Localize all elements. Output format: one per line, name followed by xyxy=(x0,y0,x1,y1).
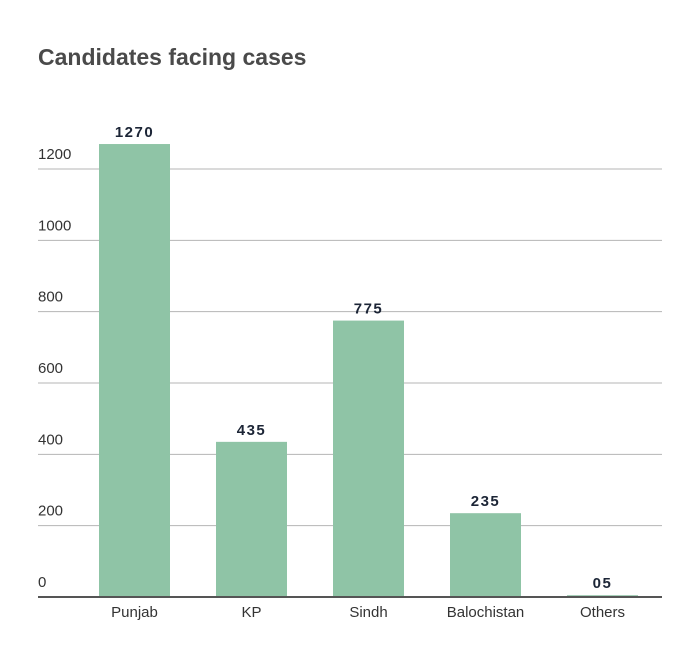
data-label: 775 xyxy=(354,301,384,318)
bar-sindh xyxy=(333,320,404,597)
y-tick-label: 400 xyxy=(38,431,63,448)
y-tick-label: 600 xyxy=(38,360,63,377)
x-tick-label: Sindh xyxy=(349,604,387,621)
x-tick-label: Balochistan xyxy=(447,604,525,621)
data-labels: 1270 435 775 235 05 xyxy=(115,124,613,592)
y-tick-label: 1200 xyxy=(38,146,71,163)
bar-punjab xyxy=(99,144,170,598)
y-tick-label: 800 xyxy=(38,289,63,306)
bar-balochistan xyxy=(450,513,521,597)
data-label: 235 xyxy=(471,493,501,510)
x-tick-label: Others xyxy=(580,604,625,621)
chart-title: Candidates facing cases xyxy=(38,44,307,70)
y-tick-labels: 0 200 400 600 800 1000 1200 xyxy=(38,146,71,591)
x-tick-label: Punjab xyxy=(111,604,158,621)
x-tick-labels: Punjab KP Sindh Balochistan Others xyxy=(111,604,625,621)
data-label: 1270 xyxy=(115,124,154,141)
bars xyxy=(99,144,638,598)
data-label: 435 xyxy=(237,422,267,439)
x-tick-label: KP xyxy=(241,604,261,621)
bar-kp xyxy=(216,441,287,597)
y-tick-label: 1000 xyxy=(38,217,71,234)
y-tick-label: 0 xyxy=(38,574,46,591)
y-tick-label: 200 xyxy=(38,503,63,520)
data-label: 05 xyxy=(593,575,613,592)
